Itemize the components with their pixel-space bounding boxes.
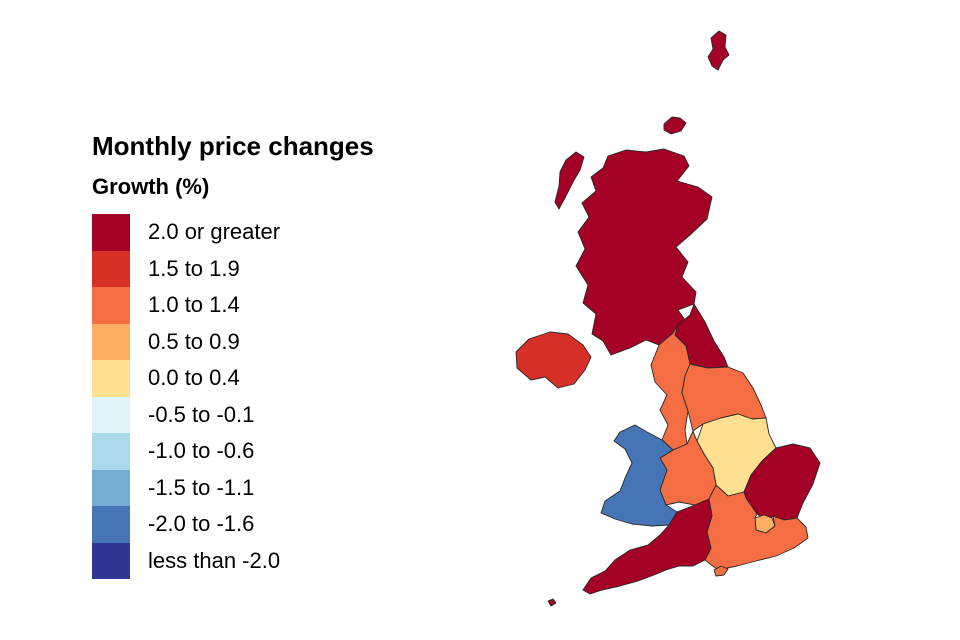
region-scotland-shetland <box>707 30 730 71</box>
map-legend: Monthly price changes Growth (%) 2.0 or … <box>92 130 374 579</box>
region-scotland-hebrides <box>554 151 585 210</box>
legend-label: -1.5 to -1.1 <box>148 474 255 500</box>
legend-label: -1.0 to -0.6 <box>148 438 255 464</box>
legend-swatch <box>92 250 130 287</box>
legend-label: 1.0 to 1.4 <box>148 292 240 318</box>
legend-swatch <box>92 360 130 397</box>
legend-label: -2.0 to -1.6 <box>148 511 255 537</box>
legend-swatch <box>92 396 130 433</box>
legend-item: -2.0 to -1.6 <box>92 506 374 543</box>
legend-label: 2.0 or greater <box>148 219 281 245</box>
legend-item: -1.0 to -0.6 <box>92 433 374 470</box>
legend-title: Monthly price changes <box>92 131 374 161</box>
region-south-east-isle-of-wight <box>713 565 729 577</box>
region-scotland-orkney <box>663 116 687 135</box>
legend-label: -0.5 to -0.1 <box>148 401 255 427</box>
legend-swatch <box>92 287 130 324</box>
legend-item: 1.0 to 1.4 <box>92 287 374 324</box>
legend-label: 0.0 to 0.4 <box>148 365 240 391</box>
legend-item: 0.5 to 0.9 <box>92 323 374 360</box>
legend-item: 0.0 to 0.4 <box>92 360 374 397</box>
legend-item: -1.5 to -1.1 <box>92 469 374 506</box>
legend-swatch <box>92 214 130 251</box>
legend-swatch <box>92 542 130 579</box>
legend-item: less than -2.0 <box>92 542 374 579</box>
legend-swatch <box>92 323 130 360</box>
legend-label: 0.5 to 0.9 <box>148 328 240 354</box>
region-south-west <box>582 498 713 595</box>
legend-label: less than -2.0 <box>148 547 281 573</box>
legend-swatch <box>92 433 130 470</box>
legend-list: 2.0 or greater 1.5 to 1.9 1.0 to 1.4 0.5… <box>92 214 374 579</box>
region-north-west <box>650 324 691 451</box>
legend-item: 2.0 or greater <box>92 214 374 251</box>
legend-subtitle: Growth (%) <box>92 174 210 199</box>
legend-item: 1.5 to 1.9 <box>92 250 374 287</box>
legend-item: -0.5 to -0.1 <box>92 396 374 433</box>
region-northern-ireland <box>515 331 592 389</box>
legend-swatch <box>92 506 130 543</box>
legend-swatch <box>92 469 130 506</box>
region-south-west-scilly <box>547 598 557 607</box>
region-wales <box>600 424 678 527</box>
legend-label: 1.5 to 1.9 <box>148 255 240 281</box>
